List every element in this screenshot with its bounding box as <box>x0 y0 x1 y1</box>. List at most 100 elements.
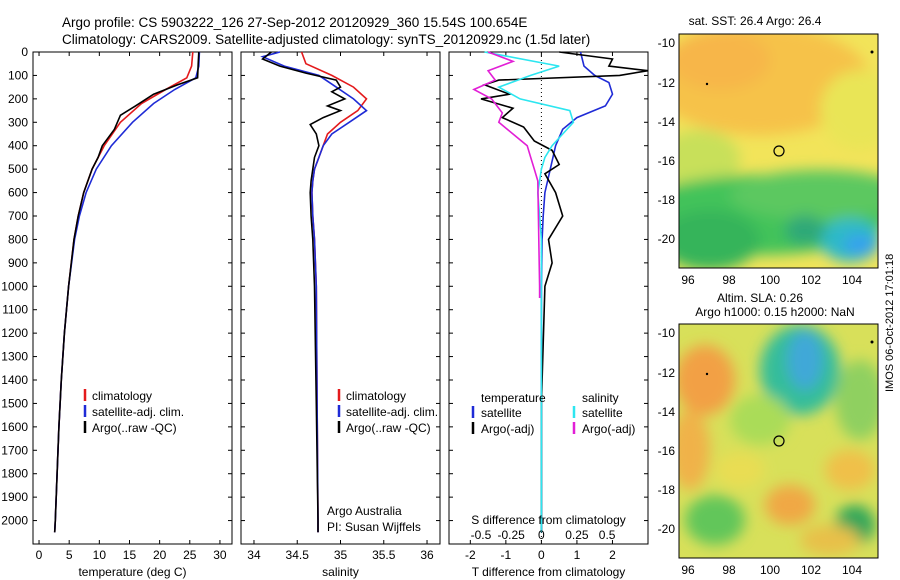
map2-ytick: -12 <box>658 366 676 380</box>
depth-tick-label: 2000 <box>1 514 28 528</box>
salinity-xtick-label: 36 <box>420 548 434 562</box>
map2-ytick: -16 <box>658 444 676 458</box>
depth-tick-label: 900 <box>8 256 28 270</box>
depth-tick-label: 1800 <box>1 467 28 481</box>
difference-series-s-argo-adj- <box>472 51 541 298</box>
annotation-text: PI: Susan Wijffels <box>327 520 421 534</box>
legend-label: Argo(-adj) <box>582 422 635 436</box>
legend-label: Argo(..raw -QC) <box>92 421 177 435</box>
legend-label: satellite <box>481 406 522 420</box>
depth-tick-label: 400 <box>8 139 28 153</box>
temperature-xlabel: temperature (deg C) <box>78 565 186 579</box>
map1-ytick: -18 <box>658 193 676 207</box>
depth-tick-label: 1300 <box>1 350 28 364</box>
difference-series-s-satellite <box>484 51 575 533</box>
difference-xtick-s-label: -0.25 <box>498 528 526 542</box>
temperature-xtick-label: 10 <box>93 548 107 562</box>
depth-tick-label: 100 <box>8 68 28 82</box>
legend-title: salinity <box>582 391 619 405</box>
salinity-frame <box>240 51 441 545</box>
legend-label: climatology <box>92 389 152 403</box>
map2-xtick: 104 <box>842 563 862 577</box>
temperature-series-argo-raw-qc- <box>53 51 200 533</box>
map1-ytick: -10 <box>658 36 676 50</box>
salinity-xtick-label: 34.5 <box>286 548 310 562</box>
salinity-xlabel: salinity <box>322 565 359 579</box>
map2-ytick: -14 <box>658 405 676 419</box>
difference-frame <box>448 51 649 545</box>
difference-xtick-s-label: 0.5 <box>599 528 616 542</box>
difference-xtick-label: 0 <box>538 548 545 562</box>
map1-xtick: 98 <box>722 273 736 287</box>
difference-xtick-label: -1 <box>501 548 512 562</box>
sla-map-title-2: Argo h1000: 0.15 h2000: NaN <box>695 305 854 319</box>
depth-tick-label: 1500 <box>1 396 28 410</box>
map1-xtick: 96 <box>681 273 695 287</box>
salinity-xtick-label: 35 <box>334 548 348 562</box>
difference-xtick-label: 1 <box>574 548 581 562</box>
salinity-xtick-label: 35.5 <box>372 548 396 562</box>
map1-ytick: -14 <box>658 115 676 129</box>
legend-label: Argo(..raw -QC) <box>346 421 431 435</box>
depth-tick-label: 1000 <box>1 279 28 293</box>
depth-tick-label: 700 <box>8 209 28 223</box>
map2-xtick: 98 <box>722 563 736 577</box>
depth-tick-label: 0 <box>21 45 28 59</box>
temperature-xtick-label: 5 <box>66 548 73 562</box>
map2-xtick: 102 <box>801 563 821 577</box>
difference-axes: -2 -1 0 1 2 T difference from climatology temp… <box>448 51 649 579</box>
difference-series-t-argo-adj- <box>480 51 649 533</box>
map1-ytick: -20 <box>658 232 676 246</box>
temperature-xtick-label: 20 <box>153 548 167 562</box>
sst-map <box>678 33 879 269</box>
map2-xtick: 100 <box>760 563 780 577</box>
difference-xtick-s-label: -0.5 <box>471 528 492 542</box>
legend-label: satellite-adj. clim. <box>346 405 438 419</box>
annotation-text: Argo Australia <box>327 504 402 518</box>
temperature-xtick-label: 0 <box>36 548 43 562</box>
salinity-series-argo-raw-qc- <box>261 51 347 533</box>
difference-xlabel2: S difference from climatology <box>471 513 626 527</box>
salinity-xtick-label: 34 <box>247 548 261 562</box>
legend-label: Argo(-adj) <box>481 422 534 436</box>
plot-title-line1: Argo profile: CS 5903222_126 27-Sep-2012… <box>62 15 528 30</box>
legend-label: satellite-adj. clim. <box>92 405 184 419</box>
sst-map-title: sat. SST: 26.4 Argo: 26.4 <box>689 14 822 28</box>
temperature-xtick-label: 25 <box>183 548 197 562</box>
map1-ytick: -16 <box>658 154 676 168</box>
depth-tick-label: 500 <box>8 162 28 176</box>
legend-label: climatology <box>346 389 406 403</box>
argo-position-marker <box>773 145 785 157</box>
depth-tick-label: 1200 <box>1 326 28 340</box>
map2-xtick: 96 <box>681 563 695 577</box>
sla-map-title-1: Altim. SLA: 0.26 <box>717 291 803 305</box>
legend-label: satellite <box>582 406 623 420</box>
legend-title: temperature <box>481 391 546 405</box>
depth-tick-label: 200 <box>8 92 28 106</box>
depth-tick-label: 1400 <box>1 373 28 387</box>
map1-xtick: 104 <box>842 273 862 287</box>
map2-ytick: -20 <box>658 522 676 536</box>
depth-tick-label: 1600 <box>1 420 28 434</box>
imos-timestamp: IMOS 06-Oct-2012 17:01:18 <box>884 253 896 392</box>
argo-position-marker <box>773 435 785 447</box>
depth-tick-label: 600 <box>8 186 28 200</box>
map1-xtick: 102 <box>801 273 821 287</box>
temperature-frame <box>32 51 233 545</box>
difference-xtick-s-label: 0 <box>538 528 545 542</box>
difference-xlabel: T difference from climatology <box>472 565 626 579</box>
difference-xtick-s-label: 0.25 <box>565 528 589 542</box>
difference-xtick-label: 2 <box>609 548 616 562</box>
depth-tick-label: 1700 <box>1 443 28 457</box>
depth-tick-label: 1900 <box>1 490 28 504</box>
plot-title-line2: Climatology: CARS2009. Satellite-adjuste… <box>62 32 591 47</box>
temperature-axes: 0 5 10 15 20 25 300100200300400500600700800900… <box>1 45 233 579</box>
difference-xtick-label: -2 <box>465 548 476 562</box>
temperature-xtick-label: 30 <box>213 548 227 562</box>
salinity-axes: 34 34.5 35 35.5 36 salinity climatology satelli… <box>240 51 441 579</box>
depth-tick-label: 800 <box>8 232 28 246</box>
map2-ytick: -18 <box>658 483 676 497</box>
depth-tick-label: 300 <box>8 115 28 129</box>
map1-ytick: -12 <box>658 76 676 90</box>
